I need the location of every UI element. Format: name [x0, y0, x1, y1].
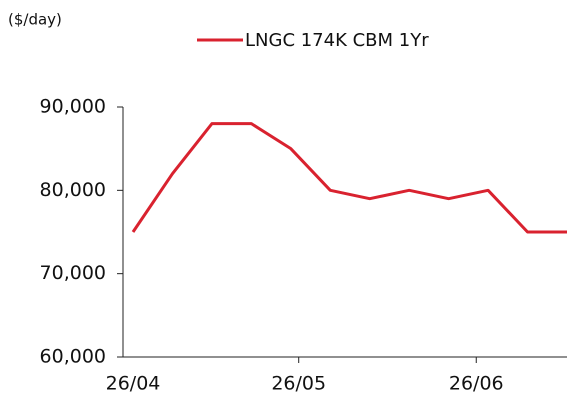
- y-tick-label: 90,000: [40, 96, 106, 118]
- x-tick-label: 26/04: [106, 373, 161, 395]
- y-tick-label: 80,000: [40, 179, 106, 201]
- x-tick-label: 26/05: [271, 373, 326, 395]
- legend-label: LNGC 174K CBM 1Yr: [245, 30, 429, 51]
- y-tick-label: 70,000: [40, 262, 106, 284]
- series-line: [131, 122, 567, 234]
- x-tick-label: 26/06: [449, 373, 504, 395]
- unit-label: ($/day): [8, 11, 62, 29]
- y-tick-label: 60,000: [40, 346, 106, 368]
